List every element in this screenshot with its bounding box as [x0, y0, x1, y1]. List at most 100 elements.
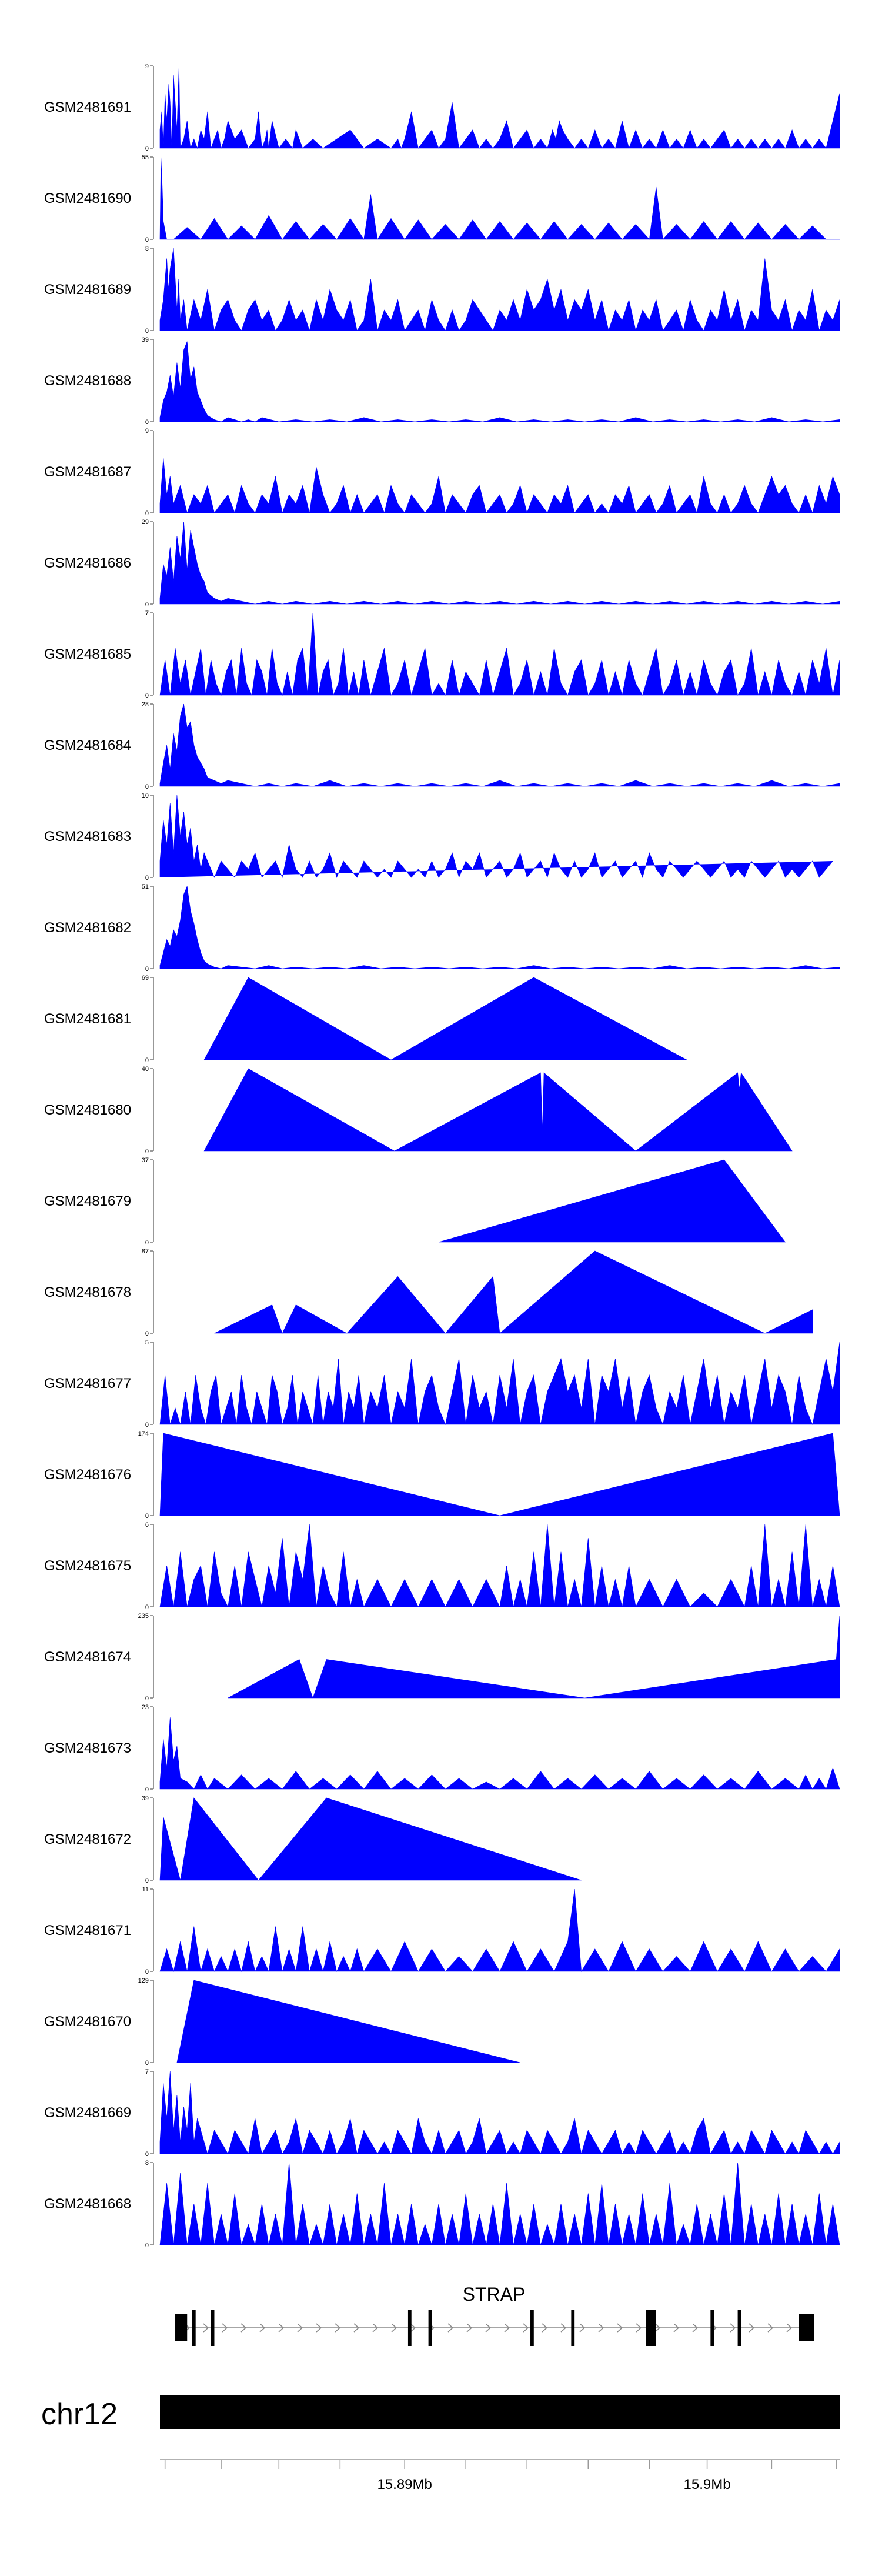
y-tick-label-max: 10 [142, 792, 149, 799]
y-tick-label-max: 23 [142, 1704, 149, 1711]
strand-arrow [447, 2323, 454, 2333]
exon [211, 2310, 215, 2346]
strand-arrow [504, 2323, 510, 2333]
y-tick-label-max: 69 [142, 975, 149, 982]
y-tick-label-max: 8 [145, 2160, 149, 2167]
exon [175, 2314, 188, 2341]
strand-arrow [335, 2323, 341, 2333]
track-label: GSM2481681 [44, 1011, 131, 1027]
exon [799, 2314, 814, 2341]
track-label: GSM2481668 [44, 2196, 131, 2212]
track-GSM2481685: GSM2481685 7 0 [44, 610, 840, 699]
strand-arrow [259, 2323, 266, 2333]
coverage-area [159, 2162, 840, 2245]
exon [407, 2310, 412, 2346]
strand-arrow [278, 2323, 285, 2333]
track-GSM2481681: GSM2481681 69 0 [44, 975, 687, 1064]
coverage-area [159, 248, 840, 332]
chromosome-label: chr12 [41, 2397, 118, 2431]
exon [428, 2310, 432, 2346]
strand-arrow [636, 2323, 642, 2333]
track-label: GSM2481677 [44, 1376, 131, 1392]
y-tick-label-zero: 0 [145, 1695, 149, 1702]
y-tick-label-zero: 0 [145, 328, 149, 335]
track-label: GSM2481670 [44, 2014, 131, 2030]
strand-arrow [730, 2323, 736, 2333]
y-tick-label-zero: 0 [145, 145, 149, 152]
track-label: GSM2481679 [44, 1193, 131, 1209]
y-tick-label-max: 9 [145, 428, 149, 435]
track-GSM2481669: GSM2481669 7 0 [44, 2068, 840, 2158]
track-label: GSM2481690 [44, 191, 131, 206]
track-label: GSM2481678 [44, 1284, 131, 1300]
coverage-area [159, 1342, 840, 1426]
coverage-area [203, 977, 687, 1060]
y-tick-label-zero: 0 [145, 1422, 149, 1429]
track-label: GSM2481673 [44, 1740, 131, 1756]
coverage-area [159, 612, 840, 696]
strand-arrow [523, 2323, 529, 2333]
axis-tick-label: 15.9Mb [684, 2477, 731, 2492]
exon [646, 2310, 656, 2346]
coverage-tracks: GSM248169190GSM2481690550GSM248168980GSM… [44, 63, 840, 2249]
axis-tick-label: 15.89Mb [377, 2477, 432, 2492]
gene-model [175, 2310, 814, 2346]
y-tick-label-max: 7 [145, 2068, 149, 2076]
y-tick-label-zero: 0 [145, 692, 149, 699]
y-tick-label-zero: 0 [145, 875, 149, 882]
exon [571, 2310, 575, 2346]
strand-arrow [353, 2323, 360, 2333]
gene-track: STRAP [175, 2284, 814, 2346]
y-tick-label-zero: 0 [145, 419, 149, 426]
y-tick-label-max: 87 [142, 1248, 149, 1255]
y-tick-label-zero: 0 [145, 2060, 149, 2067]
coverage-area [159, 521, 840, 605]
y-tick-label-zero: 0 [145, 1239, 149, 1246]
coverage-area [159, 65, 840, 149]
strand-arrow [316, 2323, 322, 2333]
track-GSM2481684: GSM2481684 28 0 [44, 701, 840, 790]
coverage-area [438, 1159, 786, 1243]
y-tick-label-zero: 0 [145, 1968, 149, 1976]
track-GSM2481687: GSM2481687 9 0 [44, 428, 840, 517]
track-label: GSM2481687 [44, 464, 131, 480]
coverage-area [214, 1250, 813, 1334]
track-label: GSM2481689 [44, 282, 131, 298]
track-GSM2481678: GSM2481678 87 0 [44, 1248, 813, 1337]
coverage-area [159, 1717, 840, 1790]
track-GSM2481688: GSM2481688 39 0 [44, 336, 840, 426]
y-tick-label-max: 7 [145, 610, 149, 617]
strand-arrow [617, 2323, 623, 2333]
y-tick-label-max: 29 [142, 519, 149, 526]
coverage-area [159, 156, 840, 240]
y-tick-label-max: 51 [142, 883, 149, 890]
track-label: GSM2481688 [44, 373, 131, 389]
strand-arrow [598, 2323, 604, 2333]
track-label: GSM2481672 [44, 1831, 131, 1847]
gene-name: STRAP [463, 2284, 526, 2305]
coverage-area [159, 1797, 582, 1881]
coverage-area [159, 795, 833, 879]
y-tick-label-max: 39 [142, 1795, 149, 1802]
strand-arrow [222, 2323, 228, 2333]
y-tick-label-max: 55 [142, 154, 149, 161]
track-label: GSM2481684 [44, 738, 131, 753]
track-GSM2481689: GSM2481689 8 0 [44, 245, 840, 335]
track-GSM2481690: GSM2481690 55 0 [44, 154, 840, 243]
y-tick-label-zero: 0 [145, 1877, 149, 1884]
y-tick-label-max: 39 [142, 336, 149, 343]
y-tick-label-zero: 0 [145, 1604, 149, 1611]
track-GSM2481674: GSM2481674 235 0 [44, 1613, 840, 1702]
coverage-area [159, 341, 840, 422]
track-label: GSM2481691 [44, 99, 131, 115]
strand-arrow [692, 2323, 699, 2333]
y-tick-label-zero: 0 [145, 1513, 149, 1520]
y-tick-label-max: 37 [142, 1157, 149, 1164]
coverage-area [228, 1615, 840, 1699]
track-GSM2481673: GSM2481673 23 0 [44, 1704, 840, 1793]
y-tick-label-zero: 0 [145, 2242, 149, 2249]
strand-arrow [579, 2323, 586, 2333]
track-label: GSM2481675 [44, 1558, 131, 1574]
track-label: GSM2481669 [44, 2105, 131, 2121]
y-tick-label-max: 6 [145, 1521, 149, 1529]
